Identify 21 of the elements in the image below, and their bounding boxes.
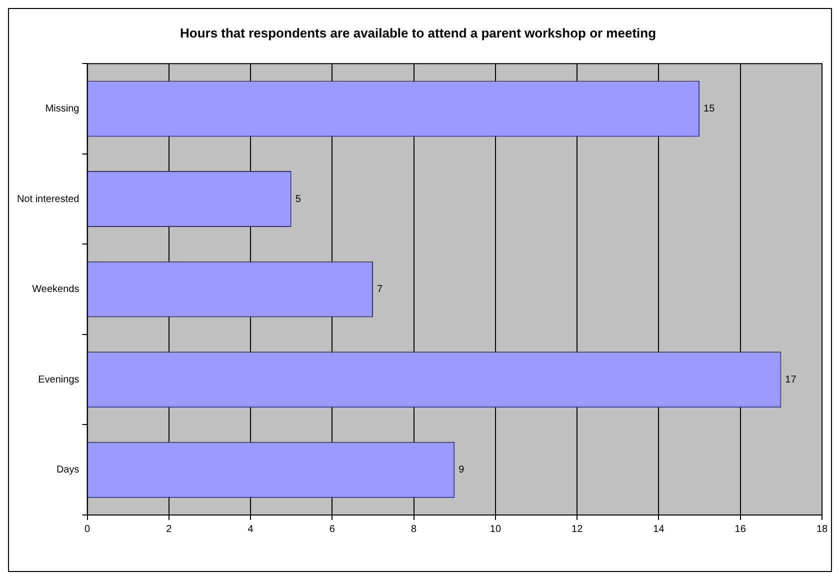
x-tick-label: 14: [653, 524, 665, 535]
data-label: 15: [704, 103, 716, 114]
x-tick-label: 2: [166, 524, 172, 535]
y-tick-label: Missing: [45, 103, 80, 114]
data-label: 7: [376, 284, 383, 296]
y-tick-label: Weekends: [32, 284, 80, 296]
x-tick-label: 8: [411, 524, 418, 535]
data-label: 9: [458, 464, 465, 476]
chart-title: Hours that respondents are available to attend a parent workshop or meeting: [180, 25, 656, 40]
y-tick-label: Evenings: [38, 374, 80, 386]
y-tick-label: Not interested: [16, 194, 80, 205]
y-tick-label: Days: [56, 464, 80, 476]
x-tick-label: 10: [490, 524, 502, 535]
x-tick-label: 6: [329, 524, 336, 535]
x-tick-label: 0: [84, 524, 90, 535]
x-tick-label: 12: [572, 524, 584, 535]
x-tick-label: 4: [248, 524, 254, 535]
x-tick-label: 18: [816, 524, 828, 535]
data-label: 5: [295, 194, 302, 205]
x-tick-label: 16: [734, 524, 746, 535]
data-label: 17: [785, 374, 797, 386]
